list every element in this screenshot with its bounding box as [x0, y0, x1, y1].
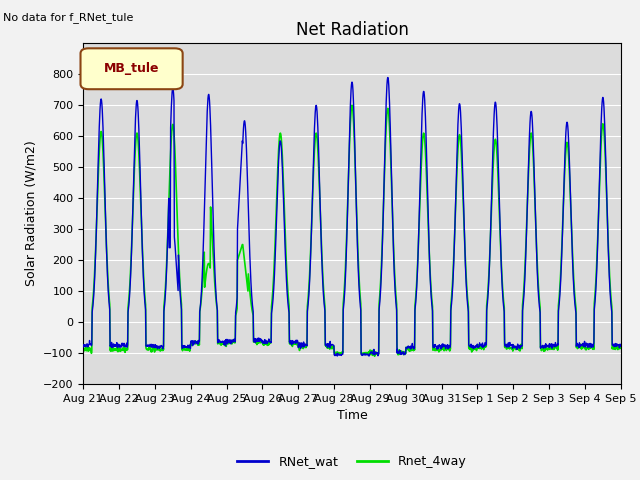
Text: No data for f_RNet_tule: No data for f_RNet_tule [3, 12, 134, 23]
FancyBboxPatch shape [81, 48, 182, 89]
Text: MB_tule: MB_tule [104, 62, 159, 75]
Title: Net Radiation: Net Radiation [296, 21, 408, 39]
Legend: RNet_wat, Rnet_4way: RNet_wat, Rnet_4way [232, 450, 472, 473]
Y-axis label: Solar Radiation (W/m2): Solar Radiation (W/m2) [24, 141, 37, 287]
X-axis label: Time: Time [337, 409, 367, 422]
